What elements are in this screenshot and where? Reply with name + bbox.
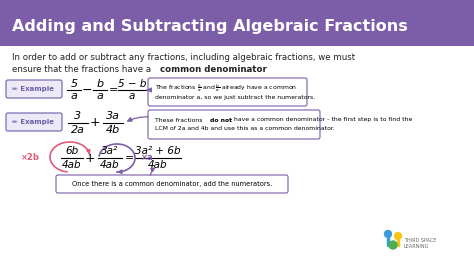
Text: =: = [125, 153, 135, 163]
Text: .: . [244, 65, 246, 75]
Text: These fractions: These fractions [155, 118, 204, 122]
Text: =: = [109, 85, 118, 95]
Circle shape [384, 230, 392, 238]
Text: a: a [71, 91, 77, 101]
FancyBboxPatch shape [6, 80, 62, 98]
Text: 4ab: 4ab [100, 160, 120, 170]
Text: common denominator: common denominator [160, 65, 267, 75]
Circle shape [389, 241, 397, 249]
Text: −: − [82, 84, 92, 96]
Text: ×a: ×a [141, 153, 153, 162]
Text: +: + [90, 116, 100, 130]
Text: Adding and Subtracting Algebraic Fractions: Adding and Subtracting Algebraic Fractio… [12, 19, 408, 33]
Circle shape [394, 233, 401, 239]
Text: b: b [96, 79, 103, 89]
FancyBboxPatch shape [56, 175, 288, 193]
Text: 3: 3 [74, 111, 82, 121]
Text: 4ab: 4ab [62, 160, 82, 170]
Text: LCM of 2a and 4b and use this as a common denominator.: LCM of 2a and 4b and use this as a commo… [155, 127, 335, 132]
Text: The fractions $\frac{5}{a}$ and $\frac{b}{a}$ already have a common: The fractions $\frac{5}{a}$ and $\frac{b… [155, 82, 297, 94]
Text: Once there is a common denominator, add the numerators.: Once there is a common denominator, add … [72, 181, 272, 187]
Text: +: + [85, 152, 95, 164]
FancyBboxPatch shape [148, 110, 320, 139]
Text: 5 − b: 5 − b [118, 79, 146, 89]
FancyBboxPatch shape [6, 113, 62, 131]
Text: ✏ Example: ✏ Example [12, 86, 54, 92]
Text: 3a² + 6b: 3a² + 6b [135, 146, 181, 156]
Text: THIRD SPACE: THIRD SPACE [404, 238, 437, 242]
Text: ✏ Example: ✏ Example [12, 119, 54, 125]
Text: 3a: 3a [106, 111, 120, 121]
Text: have a common denominator - the first step is to find the: have a common denominator - the first st… [232, 118, 412, 122]
Text: 4b: 4b [106, 125, 120, 135]
FancyBboxPatch shape [148, 78, 307, 106]
Text: 2a: 2a [71, 125, 85, 135]
Text: ×2b: ×2b [20, 153, 39, 162]
Text: 3a²: 3a² [101, 146, 118, 156]
Text: 6b: 6b [65, 146, 79, 156]
Text: a: a [129, 91, 135, 101]
Text: LEARNING: LEARNING [404, 244, 429, 250]
Text: do not: do not [210, 118, 232, 122]
Text: denominator a, so we just subtract the numerators.: denominator a, so we just subtract the n… [155, 95, 315, 99]
Text: a: a [97, 91, 103, 101]
Text: 5: 5 [71, 79, 78, 89]
Text: 4ab: 4ab [148, 160, 168, 170]
FancyBboxPatch shape [0, 0, 474, 46]
Text: ensure that the fractions have a: ensure that the fractions have a [12, 65, 154, 75]
Text: In order to add or subtract any fractions, including algebraic fractions, we mus: In order to add or subtract any fraction… [12, 53, 355, 62]
